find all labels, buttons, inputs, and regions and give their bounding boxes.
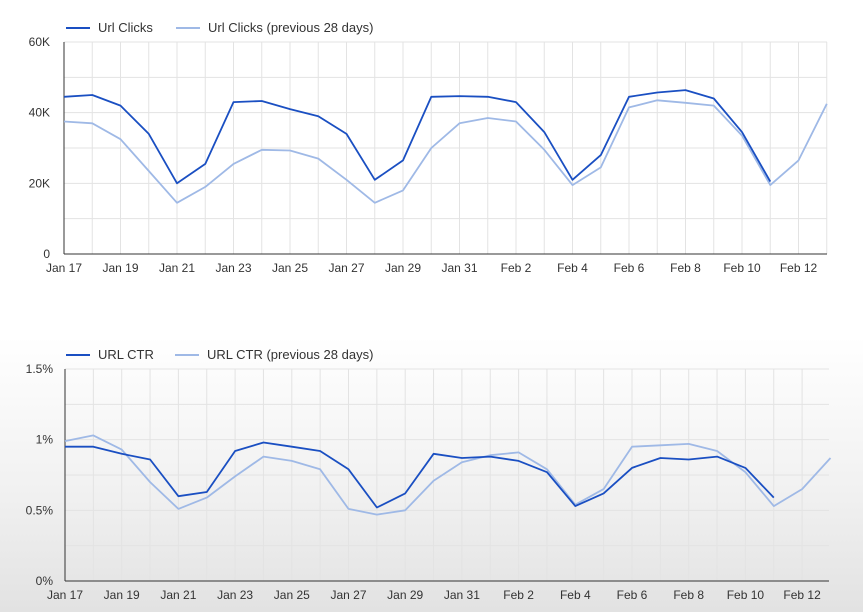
series-line-ctr-current [65,441,775,509]
grid [64,41,828,254]
x-tick-label: Jan 31 [441,261,477,275]
x-tick-label: Jan 25 [272,261,308,275]
x-tick-label: Feb 6 [617,588,648,602]
legend-label: Url Clicks (previous 28 days) [208,20,373,35]
x-tick-label: Jan 27 [328,261,364,275]
x-tick-label: Feb 2 [501,261,532,275]
x-tick-label: Jan 17 [46,261,82,275]
series-line-ctr-previous [64,434,832,516]
x-tick-label: Jan 19 [104,588,140,602]
y-tick-label: 20K [29,176,50,190]
x-tick-label: Feb 8 [673,588,704,602]
legend: Url Clicks Url Clicks (previous 28 days) [66,20,373,35]
x-tick-label: Feb 6 [614,261,645,275]
x-tick-label: Jan 21 [159,261,195,275]
series-line-clicks-current [63,89,772,185]
y-tick-label: 60K [29,35,50,49]
y-tick-label: 1% [36,433,54,447]
y-tick-label: 1.5% [26,362,54,376]
url-clicks-chart: 0 20K 40K 60K Jan 17 Jan 19 Jan 21 Jan 23 Jan 25… [29,20,828,275]
x-tick-label: Feb 12 [780,261,818,275]
series-line-clicks-previous [63,99,828,204]
x-tick-label: Feb 10 [723,261,761,275]
x-tick-label: Feb 12 [783,588,821,602]
y-tick-label: 0.5% [26,503,54,517]
x-tick-label: Jan 27 [330,588,366,602]
x-tick-label: Feb 10 [727,588,765,602]
x-tick-label: Jan 25 [274,588,310,602]
legend-label: URL CTR [98,347,154,362]
y-tick-label: 40K [29,106,50,120]
x-tick-label: Jan 21 [160,588,196,602]
x-tick-label: Jan 19 [102,261,138,275]
x-tick-label: Jan 23 [217,588,253,602]
grid [65,368,829,581]
x-tick-label: Feb 4 [557,261,588,275]
legend: URL CTR URL CTR (previous 28 days) [66,347,373,362]
y-tick-label: 0 [43,247,50,261]
x-tick-label: Jan 31 [444,588,480,602]
url-ctr-chart: 0% 0.5% 1% 1.5% Jan 17 Jan 19 Jan 21 Jan 23 Jan … [26,347,832,602]
x-tick-label: Feb 2 [503,588,534,602]
x-tick-label: Feb 4 [560,588,591,602]
x-tick-label: Jan 29 [385,261,421,275]
legend-label: Url Clicks [98,20,153,35]
x-tick-label: Jan 23 [215,261,251,275]
legend-label: URL CTR (previous 28 days) [207,347,373,362]
y-tick-label: 0% [36,574,54,588]
x-tick-label: Jan 29 [387,588,423,602]
x-tick-label: Feb 8 [670,261,701,275]
x-tick-label: Jan 17 [47,588,83,602]
